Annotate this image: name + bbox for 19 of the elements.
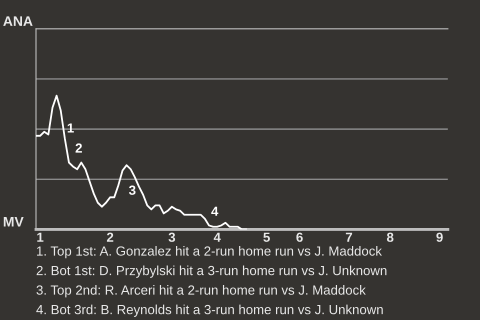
x-tick-label: 5 [263,232,270,242]
annotation: 2 [76,143,82,153]
text: 4. Bot 3rd: B. Reynolds hit a 3-run home run vs J. Unknown [36,304,383,317]
text: ANA [3,16,33,26]
annotation: 1 [68,123,74,133]
annotation: 4 [211,206,218,216]
text: 3. Top 2nd: R. Arceri hit a 2-run home run vs J. Maddock [36,285,366,298]
x-tick-label: 2 [106,232,114,242]
text: MV [4,217,24,227]
x-tick-label: 3 [168,232,176,242]
x-tick-label: 1 [37,232,44,242]
x-tick-label: 8 [386,232,394,242]
x-tick-label: 6 [296,232,303,242]
text: 2. Bot 1st: D. Przybylski hit a 3-run home run vs J. Unknown [36,266,386,278]
x-tick-label: 9 [436,232,443,242]
text: 1. Top 1st: A. Gonzalez hit a 2-run home run vs J. Maddock [37,246,382,258]
annotation: 3 [128,186,136,195]
x-tick-label: 7 [346,232,352,242]
x-tick-label: 4 [214,232,221,242]
